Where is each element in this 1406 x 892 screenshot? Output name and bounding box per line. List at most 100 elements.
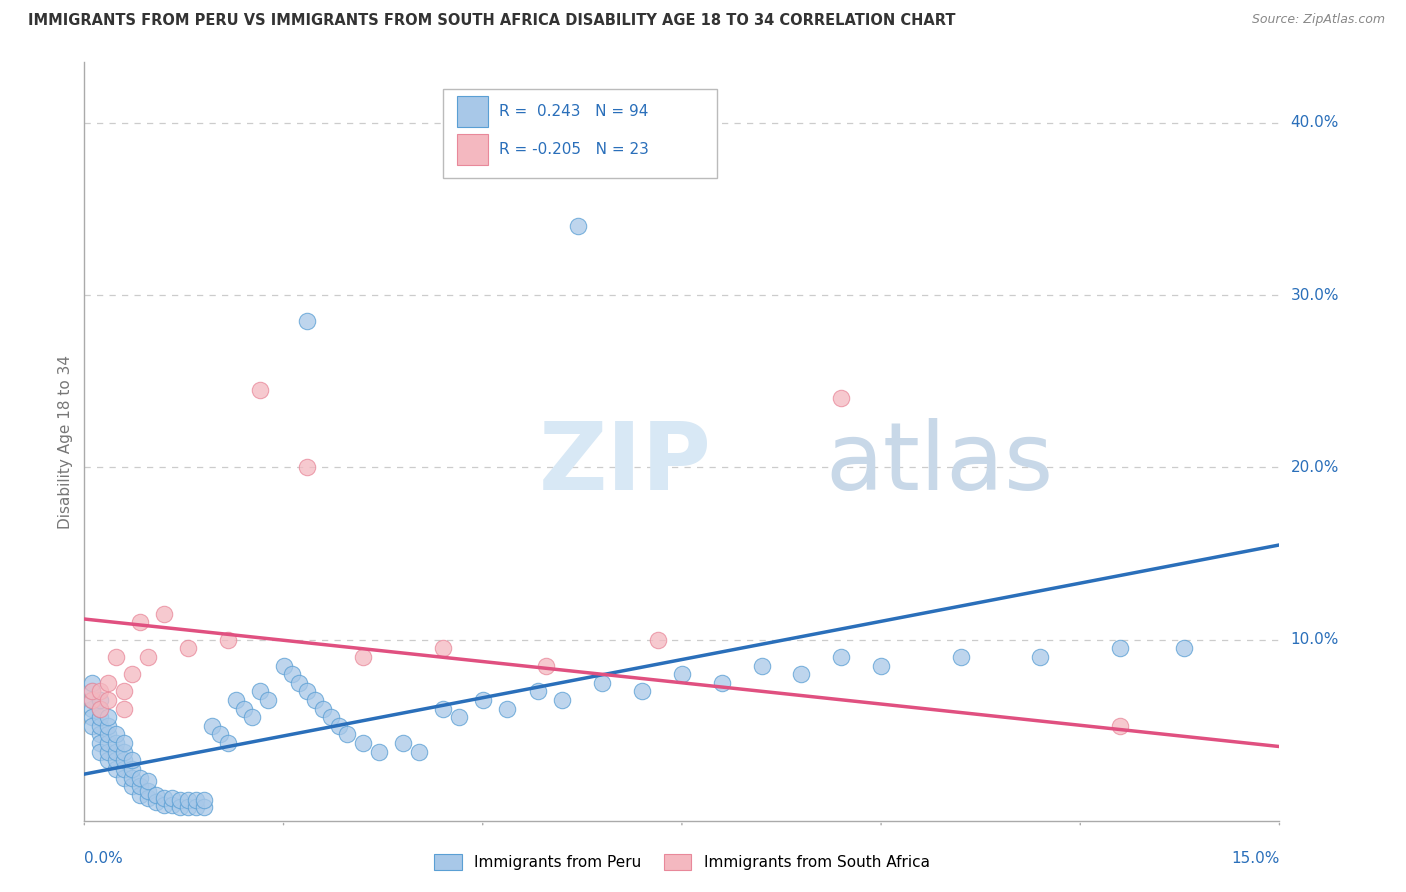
Point	[321, 710, 343, 724]
Point	[177, 800, 200, 814]
Point	[551, 693, 574, 707]
Point	[527, 684, 550, 698]
Point	[536, 658, 558, 673]
Text: ZIP: ZIP	[538, 418, 711, 510]
Point	[89, 736, 111, 750]
Point	[249, 383, 271, 397]
Point	[328, 719, 350, 733]
Point	[112, 753, 135, 767]
Point	[89, 701, 111, 715]
Point	[495, 701, 517, 715]
Point	[160, 791, 183, 805]
Point	[304, 693, 326, 707]
Point	[89, 693, 111, 707]
Point	[89, 727, 111, 741]
Point	[249, 684, 271, 698]
Point	[105, 727, 128, 741]
Point	[368, 745, 391, 759]
Point	[280, 667, 302, 681]
Point	[97, 745, 120, 759]
Point	[112, 701, 135, 715]
Point	[312, 701, 335, 715]
Point	[105, 762, 128, 776]
Point	[830, 649, 852, 664]
Point	[184, 800, 207, 814]
Point	[129, 771, 152, 785]
Point	[297, 684, 319, 698]
Point	[160, 798, 183, 813]
Point	[949, 649, 972, 664]
Point	[169, 793, 191, 807]
Text: 10.0%: 10.0%	[1291, 632, 1339, 648]
Point	[136, 774, 159, 789]
Point	[256, 693, 278, 707]
Point	[1109, 719, 1132, 733]
Point	[1029, 649, 1052, 664]
Point	[112, 771, 135, 785]
Point	[112, 684, 135, 698]
Point	[121, 771, 143, 785]
Point	[232, 701, 254, 715]
Point	[97, 719, 120, 733]
Point	[129, 779, 152, 793]
Point	[89, 710, 111, 724]
Text: atlas: atlas	[825, 418, 1053, 510]
Point	[145, 788, 167, 802]
Point	[136, 791, 159, 805]
Point	[112, 745, 135, 759]
Point	[432, 641, 454, 656]
Point	[82, 719, 104, 733]
Text: R =  0.243   N = 94: R = 0.243 N = 94	[499, 103, 648, 119]
Point	[184, 793, 207, 807]
Point	[112, 736, 135, 750]
Point	[89, 701, 111, 715]
Text: 15.0%: 15.0%	[1232, 851, 1279, 866]
Legend: Immigrants from Peru, Immigrants from South Africa: Immigrants from Peru, Immigrants from So…	[434, 854, 929, 870]
Point	[225, 693, 247, 707]
Point	[105, 649, 128, 664]
Point	[89, 684, 111, 698]
Point	[408, 745, 430, 759]
Point	[121, 779, 143, 793]
Point	[129, 615, 152, 630]
Point	[567, 219, 589, 234]
Point	[97, 675, 120, 690]
Point	[177, 793, 200, 807]
Point	[790, 667, 813, 681]
Point	[97, 727, 120, 741]
Point	[193, 793, 215, 807]
Point	[112, 762, 135, 776]
Point	[105, 736, 128, 750]
Point	[751, 658, 773, 673]
Point	[82, 693, 104, 707]
Point	[647, 632, 669, 647]
Point	[392, 736, 415, 750]
Point	[129, 788, 152, 802]
Point	[217, 736, 239, 750]
Point	[352, 736, 374, 750]
Point	[288, 675, 311, 690]
Point	[136, 784, 159, 798]
Point	[136, 649, 159, 664]
Point	[273, 658, 295, 673]
Point	[447, 710, 470, 724]
Point	[432, 701, 454, 715]
Point	[97, 753, 120, 767]
Text: 30.0%: 30.0%	[1291, 287, 1339, 302]
Point	[471, 693, 494, 707]
Point	[208, 727, 231, 741]
Point	[336, 727, 359, 741]
Point	[105, 753, 128, 767]
Point	[169, 800, 191, 814]
Point	[82, 701, 104, 715]
Point	[352, 649, 374, 664]
Point	[201, 719, 224, 733]
Point	[97, 736, 120, 750]
Point	[153, 791, 176, 805]
Point	[82, 693, 104, 707]
Point	[870, 658, 893, 673]
Point	[89, 719, 111, 733]
Point	[97, 693, 120, 707]
Point	[631, 684, 654, 698]
Text: 20.0%: 20.0%	[1291, 460, 1339, 475]
